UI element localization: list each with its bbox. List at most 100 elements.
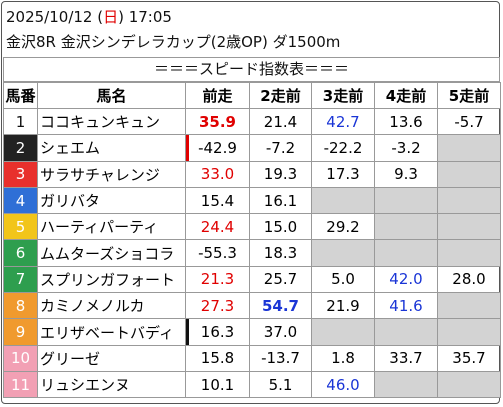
empty-cell bbox=[437, 134, 501, 162]
empty-cell bbox=[437, 213, 501, 241]
horse-number: 10 bbox=[3, 344, 38, 372]
empty-cell bbox=[437, 160, 501, 188]
score-cell: 37.0 bbox=[249, 318, 312, 346]
column-header: 3走前 bbox=[311, 82, 375, 109]
column-header: 馬名 bbox=[37, 82, 186, 109]
horse-name: グリーゼ bbox=[37, 344, 186, 372]
date-part: 2025/10/12 ( bbox=[6, 8, 104, 26]
score-cell: 15.0 bbox=[249, 213, 312, 241]
empty-cell bbox=[437, 370, 501, 399]
score-cell: 41.6 bbox=[374, 292, 438, 320]
horse-name: スプリンガフォート bbox=[37, 265, 186, 294]
column-header: 2走前 bbox=[249, 82, 312, 109]
table-row: 1 ココキュンキュン 35.9 21.4 42.7 13.6 -5.7 bbox=[3, 107, 501, 136]
horse-number: 7 bbox=[3, 265, 38, 294]
header-row: 馬番 馬名 前走 2走前 3走前 4走前 5走前 bbox=[3, 82, 501, 109]
score-cell: 24.4 bbox=[185, 213, 250, 241]
score-cell: 16.1 bbox=[249, 186, 312, 215]
marker-bar bbox=[186, 135, 189, 161]
empty-cell bbox=[437, 239, 501, 267]
table-title: ＝＝＝スピード指数表＝＝＝ bbox=[3, 57, 500, 82]
horse-name: リュシエンヌ bbox=[37, 370, 186, 399]
table-row: 6 ムムターズショコラ -55.3 18.3 bbox=[3, 239, 501, 267]
score-cell: 29.2 bbox=[311, 213, 375, 241]
score-cell: 9.3 bbox=[374, 160, 438, 188]
score-cell: 33.0 bbox=[185, 160, 250, 188]
score-cell: 25.7 bbox=[249, 265, 312, 294]
score-cell: -13.7 bbox=[249, 344, 312, 372]
table-row: 11 リュシエンヌ 10.1 5.1 46.0 bbox=[3, 370, 501, 399]
table-row: 4 ガリバタ 15.4 16.1 bbox=[3, 186, 501, 215]
empty-cell bbox=[437, 318, 501, 346]
table-row: 8 カミノメノルカ 27.3 54.7 21.9 41.6 bbox=[3, 292, 501, 320]
score-cell: 21.3 bbox=[185, 265, 250, 294]
empty-cell bbox=[374, 239, 438, 267]
score-cell: 54.7 bbox=[249, 292, 312, 320]
table-row: 2 シェエム -42.9 -7.2 -22.2 -3.2 bbox=[3, 134, 501, 162]
score-cell: 15.8 bbox=[185, 344, 250, 372]
empty-cell bbox=[311, 239, 375, 267]
score-cell: 10.1 bbox=[185, 370, 250, 399]
horse-number: 11 bbox=[3, 370, 38, 399]
marker-bar bbox=[186, 319, 189, 345]
score-cell: 21.4 bbox=[249, 107, 312, 136]
column-header: 馬番 bbox=[3, 82, 38, 109]
horse-number: 2 bbox=[3, 134, 38, 162]
score-cell: 5.0 bbox=[311, 265, 375, 294]
score-cell: 27.3 bbox=[185, 292, 250, 320]
horse-number: 8 bbox=[3, 292, 38, 320]
horse-name: カミノメノルカ bbox=[37, 292, 186, 320]
empty-cell bbox=[311, 186, 375, 215]
score-cell: 46.0 bbox=[311, 370, 375, 399]
table-row: 5 ハーティパーティ 24.4 15.0 29.2 bbox=[3, 213, 501, 241]
score-cell: -55.3 bbox=[185, 239, 250, 267]
score-cell: 18.3 bbox=[249, 239, 312, 267]
date-part: 日 bbox=[103, 8, 119, 26]
column-header: 5走前 bbox=[437, 82, 501, 109]
score-cell: 16.3 bbox=[185, 318, 250, 346]
score-cell: 21.9 bbox=[311, 292, 375, 320]
empty-cell bbox=[374, 186, 438, 215]
horse-number: 3 bbox=[3, 160, 38, 188]
race-line: 金沢8R 金沢シンデレラカップ(2歳OP) ダ1500m bbox=[6, 33, 341, 51]
date-part: ) 17:05 bbox=[118, 8, 172, 26]
score-cell: 42.7 bbox=[311, 107, 375, 136]
score-cell: -3.2 bbox=[374, 134, 438, 162]
score-cell: 33.7 bbox=[374, 344, 438, 372]
horse-number: 9 bbox=[3, 318, 38, 346]
score-cell: 42.0 bbox=[374, 265, 438, 294]
empty-cell bbox=[311, 318, 375, 346]
empty-cell bbox=[374, 318, 438, 346]
score-cell: -42.9 bbox=[185, 134, 250, 162]
score-cell: 17.3 bbox=[311, 160, 375, 188]
score-cell: 15.4 bbox=[185, 186, 250, 215]
score-cell: 5.1 bbox=[249, 370, 312, 399]
horse-name: エリザベートバディ bbox=[37, 318, 186, 346]
score-cell: 13.6 bbox=[374, 107, 438, 136]
table-row: 7 スプリンガフォート 21.3 25.7 5.0 42.0 28.0 bbox=[3, 265, 501, 294]
score-cell: 19.3 bbox=[249, 160, 312, 188]
date-line: 2025/10/12 (日) 17:05 bbox=[6, 6, 172, 27]
table-body: 1 ココキュンキュン 35.9 21.4 42.7 13.6 -5.7 2 シェエム -42.9-… bbox=[3, 107, 501, 399]
horse-number: 6 bbox=[3, 239, 38, 267]
horse-name: サラサチャレンジ bbox=[37, 160, 186, 188]
score-cell: 35.9 bbox=[185, 107, 250, 136]
empty-cell bbox=[374, 370, 438, 399]
score-cell: 35.7 bbox=[437, 344, 501, 372]
horse-number: 1 bbox=[3, 107, 38, 136]
horse-name: ガリバタ bbox=[37, 186, 186, 215]
score-cell: -5.7 bbox=[437, 107, 501, 136]
column-header: 4走前 bbox=[374, 82, 438, 109]
score-cell: 1.8 bbox=[311, 344, 375, 372]
horse-name: シェエム bbox=[37, 134, 186, 162]
score-cell: -7.2 bbox=[249, 134, 312, 162]
empty-cell bbox=[437, 186, 501, 215]
table-row: 10 グリーゼ 15.8 -13.7 1.8 33.7 35.7 bbox=[3, 344, 501, 372]
score-cell: 28.0 bbox=[437, 265, 501, 294]
table-row: 3 サラサチャレンジ 33.0 19.3 17.3 9.3 bbox=[3, 160, 501, 188]
speed-table: 馬番 馬名 前走 2走前 3走前 4走前 5走前 1 ココキュンキュン 35.9 21.4 42.7… bbox=[3, 82, 501, 399]
horse-name: ムムターズショコラ bbox=[37, 239, 186, 267]
column-header: 前走 bbox=[185, 82, 250, 109]
horse-number: 5 bbox=[3, 213, 38, 241]
